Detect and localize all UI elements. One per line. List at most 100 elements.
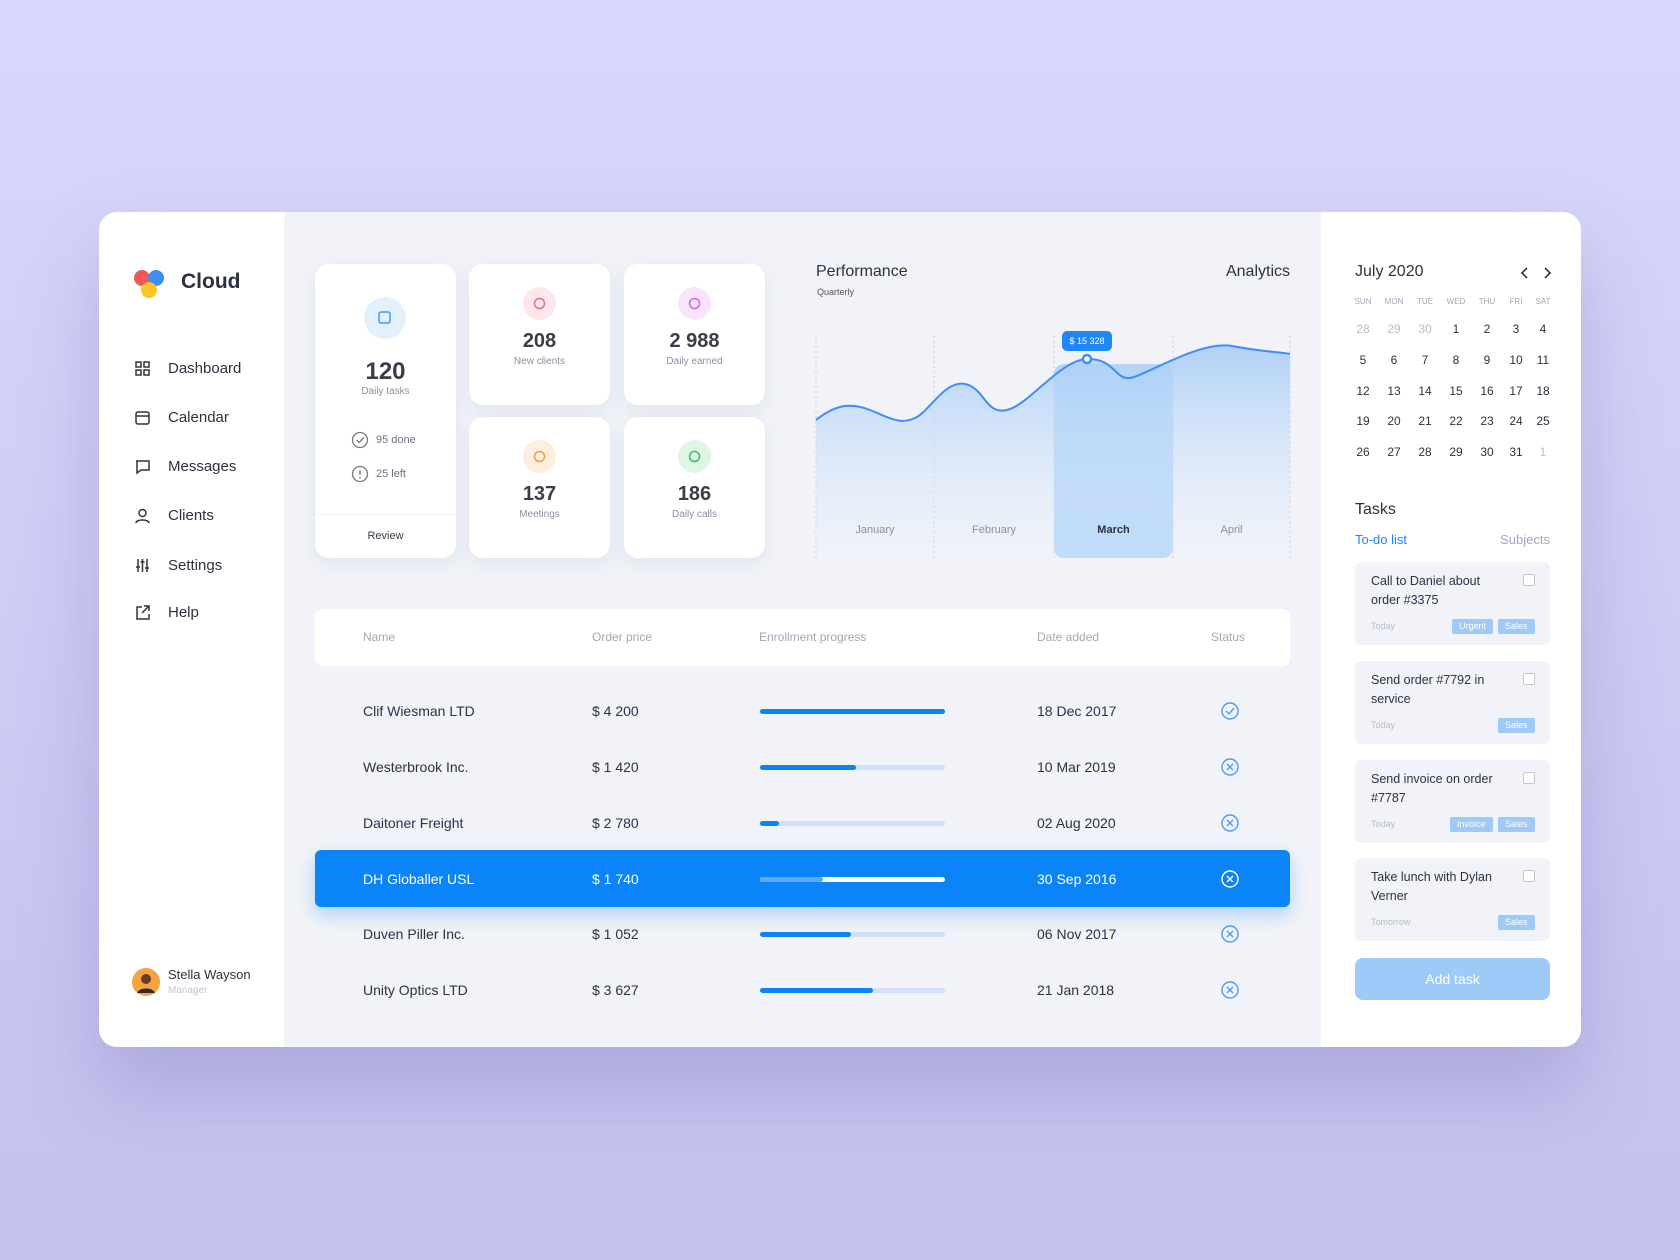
brand: Cloud xyxy=(181,270,241,293)
status-icon-svg xyxy=(1221,758,1239,776)
calendar-day[interactable]: 23 xyxy=(1480,414,1494,428)
stat-icon-svg xyxy=(523,287,556,320)
tab[interactable]: Subjects xyxy=(1500,532,1550,547)
progress-track xyxy=(760,877,945,882)
review-button[interactable]: Review xyxy=(367,530,404,542)
calendar-title: July 2020 xyxy=(1355,263,1424,280)
chart-line xyxy=(815,344,1291,422)
nav-icon-svg xyxy=(135,508,150,524)
weekday: MON xyxy=(1384,297,1404,306)
row-name: DH Globaller USL xyxy=(363,871,475,887)
calendar-day[interactable]: 28 xyxy=(1356,322,1370,336)
progress-track xyxy=(760,932,945,937)
calendar-day[interactable]: 30 xyxy=(1418,322,1432,336)
nav-item[interactable]: Clients xyxy=(168,507,214,524)
chart-area xyxy=(816,345,1290,558)
calendar-day[interactable]: 13 xyxy=(1387,384,1401,398)
calendar-day[interactable]: 30 xyxy=(1480,445,1494,459)
calendar-day[interactable]: 1 xyxy=(1539,445,1547,459)
calendar-day[interactable]: 9 xyxy=(1483,353,1491,367)
task-tag: Urgent xyxy=(1452,619,1494,634)
row-price: $ 1 740 xyxy=(592,871,639,887)
calendar-day[interactable]: 16 xyxy=(1480,384,1494,398)
calendar-day[interactable]: 3 xyxy=(1512,322,1520,336)
row-name: Clif Wiesman LTD xyxy=(363,703,475,719)
calendar-day[interactable]: 24 xyxy=(1509,414,1523,428)
task-text: Send invoice on order #7787 xyxy=(1371,772,1493,805)
prev-month-svg xyxy=(1520,267,1528,279)
weekday: TUE xyxy=(1417,297,1433,306)
row-name: Westerbrook Inc. xyxy=(363,759,469,775)
stat-card xyxy=(624,264,765,405)
row-price: $ 1 052 xyxy=(592,926,639,942)
divider xyxy=(315,514,456,515)
period-select[interactable]: Quarterly xyxy=(817,287,855,297)
nav-item[interactable]: Messages xyxy=(168,458,237,475)
progress-fill xyxy=(760,877,823,882)
chart-link[interactable]: Analytics xyxy=(1225,263,1290,280)
calendar-day[interactable]: 10 xyxy=(1509,353,1523,367)
weekday: FRI xyxy=(1509,297,1523,306)
calendar-day[interactable]: 5 xyxy=(1359,353,1367,367)
prev-month[interactable] xyxy=(1518,265,1532,281)
stat-card xyxy=(469,264,610,405)
stat-icon xyxy=(523,287,556,320)
month-label: March xyxy=(1097,524,1130,536)
calendar-day[interactable]: 2 xyxy=(1483,322,1491,336)
logo-svg xyxy=(134,270,164,298)
column-header: Enrollment progress xyxy=(759,630,867,644)
nav-item[interactable]: Help xyxy=(168,604,199,621)
task-checkbox[interactable] xyxy=(1523,673,1535,685)
calendar-day[interactable]: 15 xyxy=(1449,384,1463,398)
calendar-day[interactable]: 6 xyxy=(1390,353,1398,367)
calendar-day[interactable]: 22 xyxy=(1449,414,1463,428)
row-date: 02 Aug 2020 xyxy=(1037,815,1116,831)
nav-item[interactable]: Calendar xyxy=(168,409,229,426)
calendar-day[interactable]: 25 xyxy=(1536,414,1550,428)
calendar-day[interactable]: 31 xyxy=(1509,445,1523,459)
progress-fill xyxy=(760,821,779,826)
task-tag: Sales xyxy=(1498,619,1535,634)
task-checkbox[interactable] xyxy=(1523,772,1535,784)
calendar-day[interactable]: 27 xyxy=(1387,445,1401,459)
status-icon xyxy=(1220,813,1240,833)
weekday: SUN xyxy=(1354,297,1372,306)
nav-item[interactable]: Dashboard xyxy=(168,360,242,377)
calendar-day[interactable]: 21 xyxy=(1418,414,1432,428)
stat-label: Daily earned xyxy=(666,356,723,367)
nav-icon-svg xyxy=(136,605,150,620)
row-price: $ 3 627 xyxy=(592,982,639,998)
status-icon-svg xyxy=(1221,981,1239,999)
next-month[interactable] xyxy=(1540,265,1554,281)
nav-item[interactable]: Settings xyxy=(168,557,223,574)
calendar-day[interactable]: 29 xyxy=(1387,322,1401,336)
row-date: 21 Jan 2018 xyxy=(1037,982,1115,998)
calendar-day[interactable]: 8 xyxy=(1452,353,1460,367)
task-checkbox[interactable] xyxy=(1523,574,1535,586)
column-header: Order price xyxy=(592,630,653,644)
calendar-day[interactable]: 26 xyxy=(1356,445,1370,459)
task-checkbox[interactable] xyxy=(1523,870,1535,882)
calendar-day[interactable]: 4 xyxy=(1539,322,1547,336)
calendar-day[interactable]: 19 xyxy=(1356,414,1370,428)
stat-card xyxy=(624,417,765,558)
calendar-day[interactable]: 1 xyxy=(1452,322,1460,336)
calendar-day[interactable]: 7 xyxy=(1421,353,1429,367)
stat-label: Daily calls xyxy=(671,509,717,520)
calendar-day[interactable]: 12 xyxy=(1356,384,1370,398)
next-month-svg xyxy=(1544,267,1552,279)
calendar-day[interactable]: 18 xyxy=(1536,384,1550,398)
logo xyxy=(132,268,168,304)
calendar-day[interactable]: 14 xyxy=(1418,384,1432,398)
stat-icon-svg xyxy=(678,287,711,320)
nav-icon xyxy=(134,409,152,427)
calendar-day[interactable]: 17 xyxy=(1509,384,1523,398)
weekday: WED xyxy=(1446,297,1466,306)
calendar-day[interactable]: 28 xyxy=(1418,445,1432,459)
tab[interactable]: To-do list xyxy=(1355,532,1408,547)
calendar-day[interactable]: 11 xyxy=(1536,353,1550,367)
calendar-day[interactable]: 29 xyxy=(1449,445,1463,459)
add-task-button[interactable]: Add task xyxy=(1355,958,1550,1000)
stat-value: 120 xyxy=(365,358,406,385)
calendar-day[interactable]: 20 xyxy=(1387,414,1401,428)
